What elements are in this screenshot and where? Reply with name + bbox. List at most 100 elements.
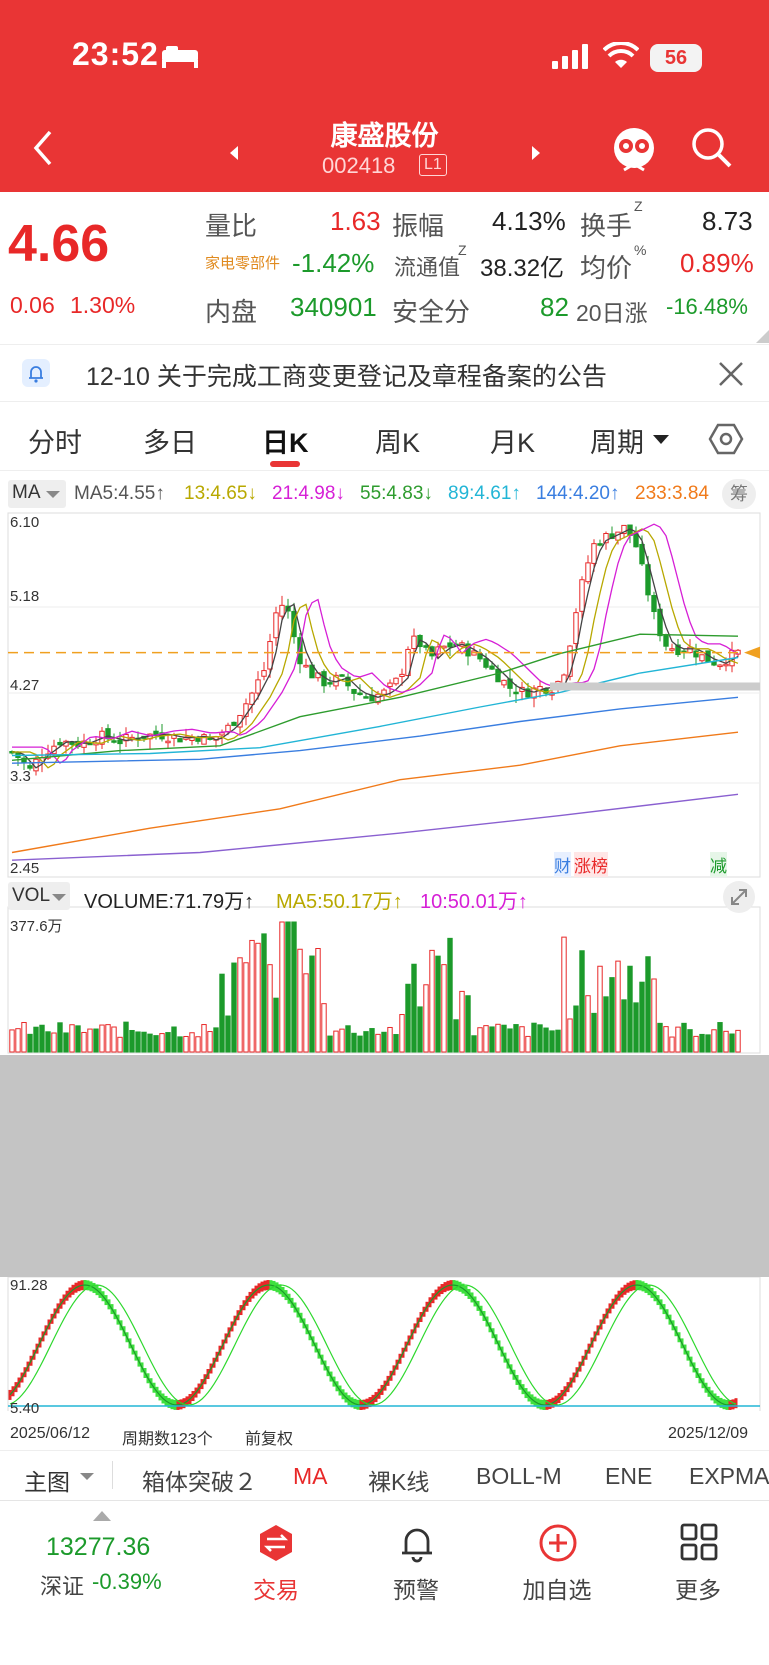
finance-tag[interactable]: 财 (554, 852, 571, 877)
tab-fenshi[interactable]: 分时 (28, 428, 82, 458)
volume-bar (357, 1035, 363, 1053)
volume-bar (537, 1024, 543, 1053)
volume-bar (429, 949, 435, 1053)
volume-bar (279, 921, 285, 1053)
reduce-tag[interactable]: 减 (710, 852, 727, 877)
tab-yuek[interactable]: 月K (490, 428, 536, 458)
ma-selector[interactable]: MA (8, 480, 66, 508)
current-price: 4.66 (8, 215, 110, 273)
indicator-expma[interactable]: EXPMA (689, 1463, 769, 1489)
indicator-boll-m[interactable]: BOLL-M (476, 1463, 562, 1489)
volume-bar (9, 1029, 15, 1053)
volume-bar (471, 1035, 477, 1053)
candle-body (483, 658, 489, 668)
volume-bar (411, 963, 417, 1053)
tab-period[interactable]: 周期 (590, 428, 644, 458)
chevron-down-icon[interactable] (80, 1473, 94, 1481)
tab-rik[interactable]: 日K (262, 428, 309, 458)
volume-bar (15, 1028, 21, 1053)
sector-label[interactable]: 家电零部件 (205, 255, 281, 272)
amplitude-value: 4.13% (492, 206, 566, 236)
safety-value: 82 (540, 292, 569, 322)
volume-bar (39, 1024, 45, 1053)
more-label[interactable]: 更多 (675, 1577, 721, 1603)
tab-duori[interactable]: 多日 (143, 428, 197, 458)
candle-body (603, 533, 609, 544)
next-stock-icon[interactable] (530, 146, 542, 160)
candle-body (411, 635, 417, 650)
chart-area[interactable] (0, 511, 769, 1411)
alert-label[interactable]: 预警 (393, 1577, 439, 1603)
volume-bar (687, 1029, 693, 1053)
oscillator-signal-line (9, 1284, 737, 1406)
chevron-down-icon[interactable] (653, 435, 669, 445)
main-chart-selector[interactable]: 主图 (24, 1469, 70, 1495)
chevron-down-icon (52, 894, 66, 901)
volume-bar (417, 1006, 423, 1053)
close-icon[interactable] (718, 361, 744, 387)
mascot-icon[interactable] (610, 120, 658, 174)
announcement-text[interactable]: 12-10 关于完成工商变更登记及章程备案的公告 (86, 363, 607, 391)
volume-bar (237, 957, 243, 1053)
indicator-ene[interactable]: ENE (605, 1463, 653, 1489)
index-value[interactable]: 13277.36 (46, 1533, 151, 1561)
safety-label[interactable]: 安全分 (392, 297, 471, 327)
back-icon[interactable] (30, 128, 54, 168)
adjust-mode[interactable]: 前复权 (245, 1431, 294, 1448)
candle-body (573, 612, 579, 645)
volume-bar (657, 1022, 663, 1053)
volume-bar (699, 1033, 705, 1053)
ma5-line (12, 528, 739, 769)
candle-body (243, 703, 249, 717)
vol-selector-label: VOL (12, 885, 51, 906)
tab-zhouk[interactable]: 周K (375, 428, 421, 458)
chip-button[interactable]: 筹 (722, 479, 756, 509)
ma55-line (11, 633, 739, 761)
add-watchlist-icon[interactable] (538, 1523, 578, 1563)
indicator-bare-k[interactable]: 裸K线 (368, 1469, 430, 1495)
volume-bar (303, 973, 309, 1053)
oscillator-bar (734, 1398, 738, 1409)
volume-bar (633, 1002, 639, 1053)
price-change-pct: 1.30% (70, 292, 136, 318)
ma144-line (11, 696, 739, 764)
caret-up-icon[interactable] (93, 1511, 111, 1521)
indicator-ma[interactable]: MA (293, 1463, 328, 1489)
kline-axis-low: 3.3 (10, 768, 31, 785)
chevron-down-icon (46, 491, 60, 498)
volume-bar (447, 937, 453, 1053)
indicator-box-breakout[interactable]: 箱体突破２ (142, 1469, 257, 1495)
volume-bar (141, 1031, 147, 1053)
volume-bar (309, 955, 315, 1053)
trade-icon[interactable] (256, 1523, 296, 1563)
announcement-bar[interactable]: 12-10 关于完成工商变更登记及章程备案的公告 (0, 344, 769, 402)
more-grid-icon[interactable] (680, 1523, 718, 1561)
price-change: 0.06 (10, 292, 55, 318)
rise-tag[interactable]: 涨 (574, 852, 591, 877)
add-watchlist-label[interactable]: 加自选 (522, 1577, 592, 1603)
volume-bar (645, 956, 651, 1053)
volume-bar (21, 1022, 27, 1053)
expand-icon[interactable] (722, 880, 756, 914)
vol-selector[interactable]: VOL (8, 882, 70, 910)
settings-icon[interactable] (708, 421, 744, 457)
candle-body (225, 724, 231, 733)
candle-body (423, 645, 429, 648)
trade-label[interactable]: 交易 (253, 1577, 299, 1603)
ma13-line (12, 528, 739, 769)
list-tag[interactable]: 榜 (591, 852, 608, 877)
volume-bar (195, 1036, 201, 1053)
volume-bar (501, 1024, 507, 1053)
volume-bar (165, 1032, 171, 1053)
volume-bar (231, 962, 237, 1053)
candle-body (633, 533, 639, 548)
candle-body (321, 671, 327, 687)
search-icon[interactable] (690, 126, 734, 170)
candle-body (495, 668, 501, 683)
volume-bar (387, 1026, 393, 1053)
alert-bell-icon[interactable] (398, 1523, 436, 1563)
prev-stock-icon[interactable] (228, 146, 240, 160)
turnover-value: 8.73 (702, 206, 753, 236)
float-cap-superscript: Z (458, 242, 467, 258)
rise20-value: -16.48% (666, 294, 748, 319)
